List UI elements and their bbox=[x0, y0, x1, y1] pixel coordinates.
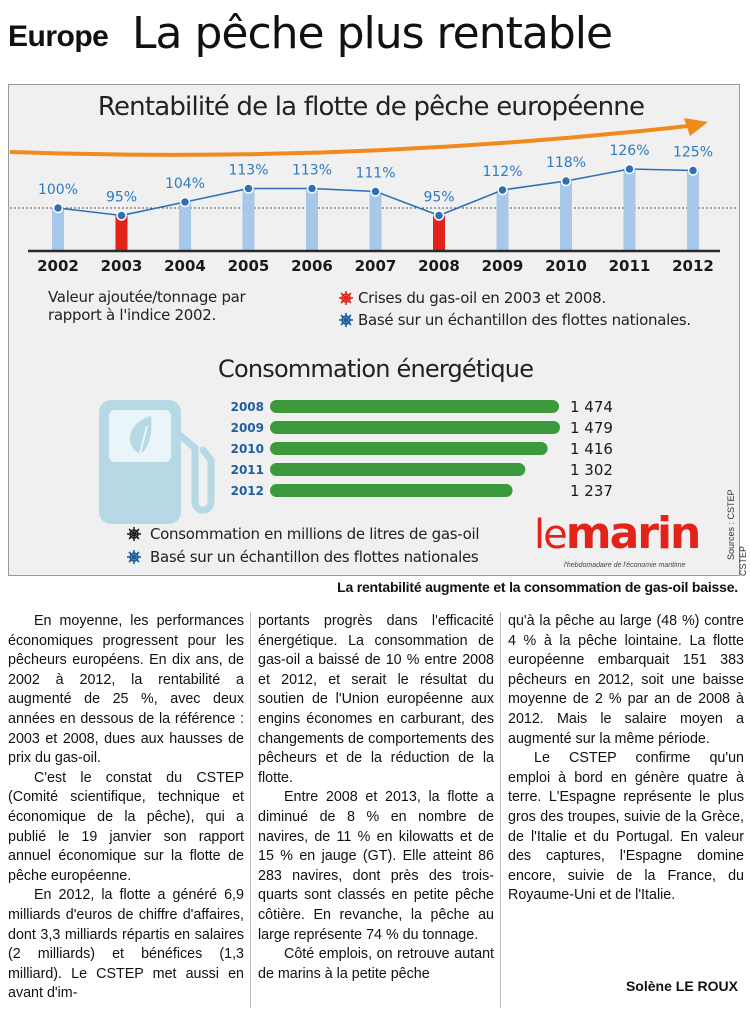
logo-tagline: l'hebdomadaire de l'économie maritime bbox=[564, 562, 686, 569]
value-label-2007: 111% bbox=[355, 166, 395, 182]
point-2006 bbox=[306, 183, 318, 194]
tick-label-2009: 2009 bbox=[482, 257, 524, 275]
headline: La pêche plus rentable bbox=[132, 8, 613, 59]
consumption-sample-note: Basé sur un échantillon des flottes nati… bbox=[150, 548, 479, 566]
infographic-caption: La rentabilité augmente et la consommati… bbox=[337, 579, 738, 595]
paragraph: portants progrès dans l'efficacité énerg… bbox=[258, 613, 494, 786]
column-divider bbox=[250, 612, 251, 1008]
year-label-2010: 2010 bbox=[231, 442, 264, 456]
consumption-unit-note: Consommation en millions de litres de ga… bbox=[150, 525, 480, 543]
tick-label-2007: 2007 bbox=[355, 257, 397, 275]
value-label-2010: 118% bbox=[546, 155, 586, 171]
chart2-title: Consommation énergétique bbox=[218, 355, 534, 383]
value-label-2003: 95% bbox=[106, 190, 137, 206]
bar-2004 bbox=[179, 202, 191, 251]
bar-2006 bbox=[306, 188, 318, 251]
sources-credit: Sources : CSTEP bbox=[726, 489, 736, 560]
point-2004 bbox=[179, 196, 191, 208]
paragraph: Entre 2008 et 2013, la flotte a diminué … bbox=[258, 789, 494, 943]
energy-value-2010: 1 416 bbox=[570, 440, 613, 458]
point-2005 bbox=[243, 183, 254, 194]
bar-2012 bbox=[687, 170, 699, 251]
tick-label-2010: 2010 bbox=[545, 257, 587, 275]
energy-value-2011: 1 302 bbox=[570, 461, 613, 479]
trend-arrowhead bbox=[684, 118, 708, 136]
paragraph: Côté emplois, on retrouve autant de mari… bbox=[258, 946, 494, 982]
paragraph: C'est le constat du CSTEP (Comité scient… bbox=[8, 769, 244, 884]
energy-bar-2010 bbox=[270, 442, 548, 455]
crises-note: Crises du gas-oil en 2003 et 2008. bbox=[358, 289, 606, 307]
point-2009 bbox=[497, 184, 508, 196]
bar-2008 bbox=[433, 215, 445, 251]
point-2008 bbox=[433, 210, 445, 221]
column-divider bbox=[500, 612, 501, 1008]
sources-credit-2: CSTEP bbox=[738, 545, 748, 576]
le-marin-logo: lemarin l'hebdomadaire de l'économie mar… bbox=[534, 508, 724, 570]
energy-bar-2008 bbox=[270, 400, 560, 413]
chart1-index-note: Valeur ajoutée/tonnage par rapport à l'i… bbox=[48, 288, 246, 324]
fuel-pump-icon bbox=[99, 400, 215, 524]
tick-label-2006: 2006 bbox=[291, 257, 333, 275]
logo-marin: marin bbox=[565, 508, 702, 559]
red-helm-icon bbox=[339, 291, 353, 305]
paragraph: Le CSTEP confirme qu'un emploi à bord en… bbox=[508, 750, 744, 904]
paragraph: En 2012, la flotte a généré 6,9 milliard… bbox=[8, 887, 244, 1002]
blue-helm-icon-2 bbox=[127, 550, 141, 564]
point-2003 bbox=[116, 210, 127, 221]
tick-label-2002: 2002 bbox=[37, 257, 79, 275]
article-column-2: portants progrès dans l'efficacité énerg… bbox=[258, 612, 494, 984]
article-column-3: qu'à la pêche au large (48 %) contre 4 %… bbox=[508, 612, 744, 906]
year-label-2008: 2008 bbox=[231, 400, 264, 414]
bar-2010 bbox=[560, 181, 572, 251]
bar-2003 bbox=[115, 215, 128, 251]
energy-value-2012: 1 237 bbox=[570, 482, 613, 500]
tick-label-2003: 2003 bbox=[101, 257, 143, 275]
energy-bar-2012 bbox=[270, 484, 513, 497]
tick-label-2004: 2004 bbox=[164, 257, 206, 275]
point-2010 bbox=[560, 175, 572, 187]
paragraph: qu'à la pêche au large (48 %) contre 4 %… bbox=[508, 613, 744, 747]
trend-arrow bbox=[9, 124, 689, 157]
tick-label-2008: 2008 bbox=[418, 257, 460, 275]
article-column-1: En moyenne, les performances économiques… bbox=[8, 612, 244, 1004]
year-label-2012: 2012 bbox=[231, 484, 264, 498]
tick-label-2011: 2011 bbox=[609, 257, 651, 275]
bar-2005 bbox=[242, 188, 255, 251]
profitability-chart: 100% 95% 104% 113% 113% 111% 95% 112% 118% 126% 12… bbox=[9, 118, 736, 275]
black-helm-icon bbox=[127, 527, 141, 541]
energy-value-2009: 1 479 bbox=[570, 419, 613, 437]
tick-label-2012: 2012 bbox=[672, 257, 714, 275]
author-byline: Solène LE ROUX bbox=[625, 978, 738, 994]
year-label-2011: 2011 bbox=[231, 463, 264, 477]
logo-le: le bbox=[534, 512, 568, 558]
sample-note: Basé sur un échantillon des flottes nati… bbox=[358, 311, 691, 329]
point-2012 bbox=[687, 165, 699, 176]
section-label: Europe bbox=[8, 20, 109, 53]
value-label-2011: 126% bbox=[609, 143, 649, 159]
value-label-2008: 95% bbox=[423, 190, 454, 206]
energy-value-2008: 1 474 bbox=[570, 398, 613, 416]
chart1-title: Rentabilité de la flotte de pêche europé… bbox=[97, 92, 645, 122]
paragraph: En moyenne, les performances économiques… bbox=[8, 613, 244, 767]
point-2002 bbox=[52, 202, 64, 214]
bar-2007 bbox=[369, 191, 382, 251]
blue-helm-icon bbox=[339, 313, 353, 327]
value-label-2002: 100% bbox=[38, 182, 78, 198]
value-label-2005: 113% bbox=[228, 163, 268, 179]
energy-bar-2009 bbox=[270, 421, 560, 434]
tick-label-2005: 2005 bbox=[228, 257, 270, 275]
bar-2002 bbox=[52, 208, 64, 251]
point-2007 bbox=[370, 186, 381, 197]
value-label-2006: 113% bbox=[292, 163, 332, 179]
bar-2009 bbox=[496, 190, 509, 251]
value-label-2004: 104% bbox=[165, 176, 205, 192]
energy-bar-2011 bbox=[270, 463, 526, 476]
value-label-2009: 112% bbox=[482, 164, 522, 180]
bar-2011 bbox=[623, 169, 636, 251]
page-header: Europe La pêche plus rentable bbox=[0, 0, 750, 80]
point-2011 bbox=[624, 163, 635, 175]
value-label-2012: 125% bbox=[673, 145, 713, 161]
energy-chart: 2008 1 474 2009 1 479 2010 1 416 2011 1 302 2012… bbox=[231, 398, 613, 500]
year-label-2009: 2009 bbox=[231, 421, 264, 435]
